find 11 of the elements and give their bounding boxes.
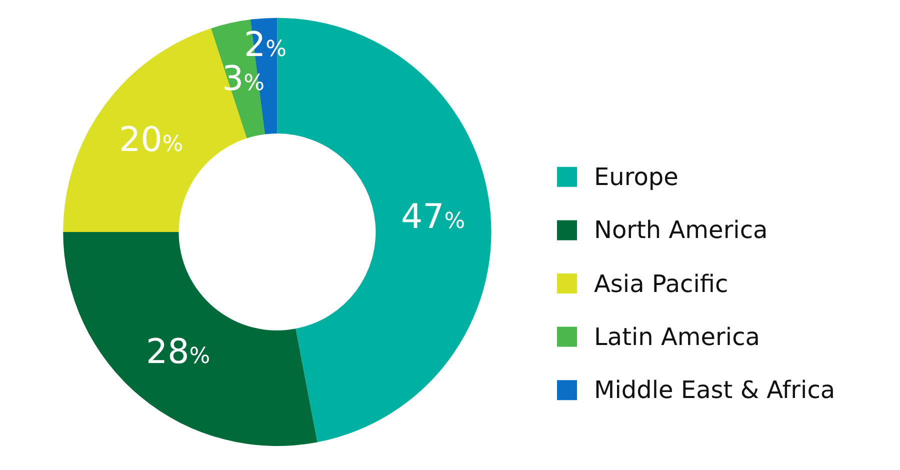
legend-label: North America (594, 216, 768, 244)
donut-slice (211, 20, 265, 138)
data-label: 2% (244, 25, 287, 65)
data-label: 20% (119, 120, 184, 160)
legend-label: Asia Pacific (594, 270, 728, 298)
data-label: 28% (146, 332, 210, 372)
legend-label: Latin America (594, 323, 760, 351)
legend-label: Middle East & Africa (594, 376, 836, 404)
legend-label: Europe (594, 163, 678, 191)
donut-slice (63, 232, 318, 446)
data-label: 47% (401, 197, 466, 237)
